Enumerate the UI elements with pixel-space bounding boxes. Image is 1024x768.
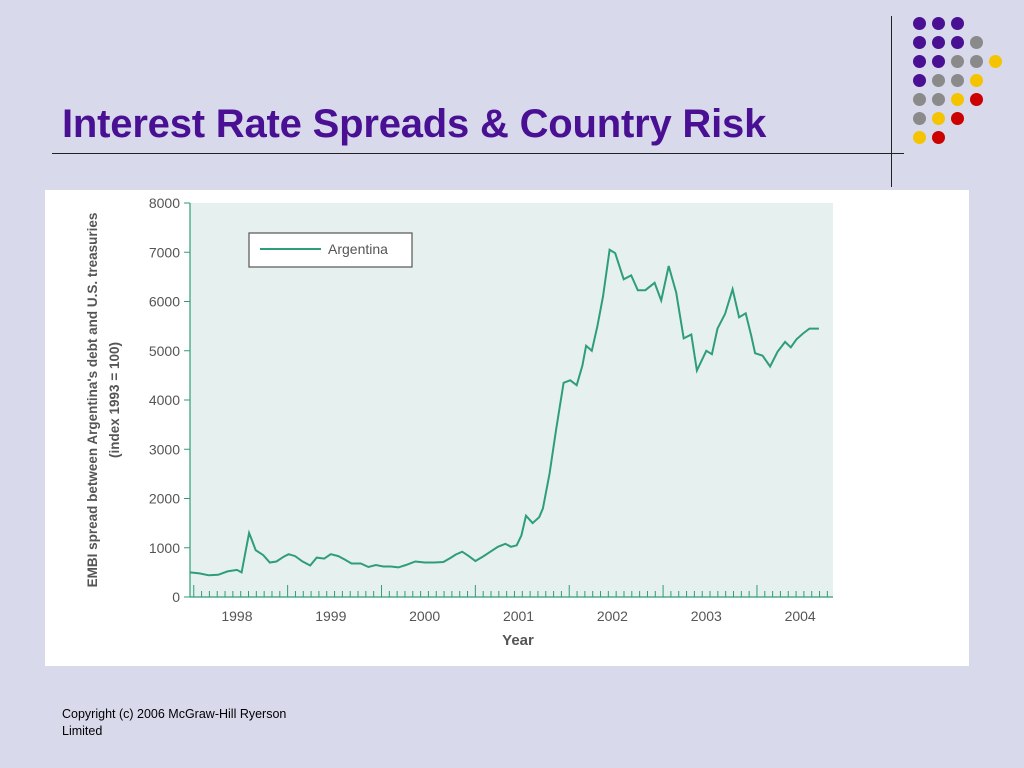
- decor-dot: [951, 55, 964, 68]
- y-tick-label: 4000: [149, 392, 180, 408]
- vertical-divider: [891, 16, 892, 187]
- y-tick-label: 7000: [149, 244, 180, 260]
- x-tick-label: 2000: [409, 608, 440, 624]
- decor-dot: [970, 74, 983, 87]
- decor-dot: [932, 93, 945, 106]
- decor-dot: [970, 93, 983, 106]
- x-tick-label: 2002: [597, 608, 628, 624]
- x-tick-label: 1998: [221, 608, 252, 624]
- decor-dot: [951, 93, 964, 106]
- line-chart: 0 1000 2000 3000 4000 5000 6000 7000 8000 1998 19…: [85, 195, 833, 649]
- y-tick-label: 8000: [149, 195, 180, 211]
- decor-dot: [970, 36, 983, 49]
- x-tick-label: 2001: [503, 608, 534, 624]
- decor-dot: [913, 36, 926, 49]
- chart-panel: 0 1000 2000 3000 4000 5000 6000 7000 8000 1998 19…: [45, 190, 969, 666]
- x-tick-label: 1999: [315, 608, 346, 624]
- y-tick-label: 1000: [149, 540, 180, 556]
- title-underline: [52, 153, 904, 154]
- decor-dot: [913, 74, 926, 87]
- legend-label-argentina: Argentina: [328, 241, 388, 257]
- x-tick-label: 2003: [691, 608, 722, 624]
- decorative-dot-grid: [0, 0, 1024, 200]
- decor-dot: [989, 55, 1002, 68]
- decor-dot: [932, 112, 945, 125]
- decor-dot: [913, 112, 926, 125]
- decor-dot: [913, 55, 926, 68]
- decor-dot: [970, 55, 983, 68]
- y-axis-title-line2: (index 1993 = 100): [107, 342, 122, 458]
- decor-dot: [913, 93, 926, 106]
- decor-dot: [951, 17, 964, 30]
- decor-dot: [951, 36, 964, 49]
- decor-dot: [951, 112, 964, 125]
- y-tick-label: 6000: [149, 294, 180, 310]
- decor-dot: [913, 17, 926, 30]
- y-tick-label: 0: [172, 589, 180, 605]
- decor-dot: [932, 55, 945, 68]
- decor-dot: [932, 36, 945, 49]
- y-tick-label: 5000: [149, 343, 180, 359]
- x-tick-label: 2004: [785, 608, 816, 624]
- copyright-notice: Copyright (c) 2006 McGraw-Hill Ryerson L…: [62, 707, 287, 738]
- legend: Argentina: [248, 232, 413, 268]
- x-axis-title: Year: [502, 632, 534, 649]
- plot-area: [190, 203, 833, 597]
- series-line-argentina: [189, 248, 819, 577]
- decor-dot: [913, 131, 926, 144]
- decor-dot: [932, 74, 945, 87]
- decor-dot: [951, 74, 964, 87]
- slide-title: Interest Rate Spreads & Country Risk: [62, 102, 767, 146]
- decor-dot: [932, 131, 945, 144]
- y-tick-label: 2000: [149, 491, 180, 507]
- y-tick-label: 3000: [149, 441, 180, 457]
- y-axis-title-line1: EMBI spread between Argentina's debt and…: [85, 213, 100, 588]
- decor-dot: [932, 17, 945, 30]
